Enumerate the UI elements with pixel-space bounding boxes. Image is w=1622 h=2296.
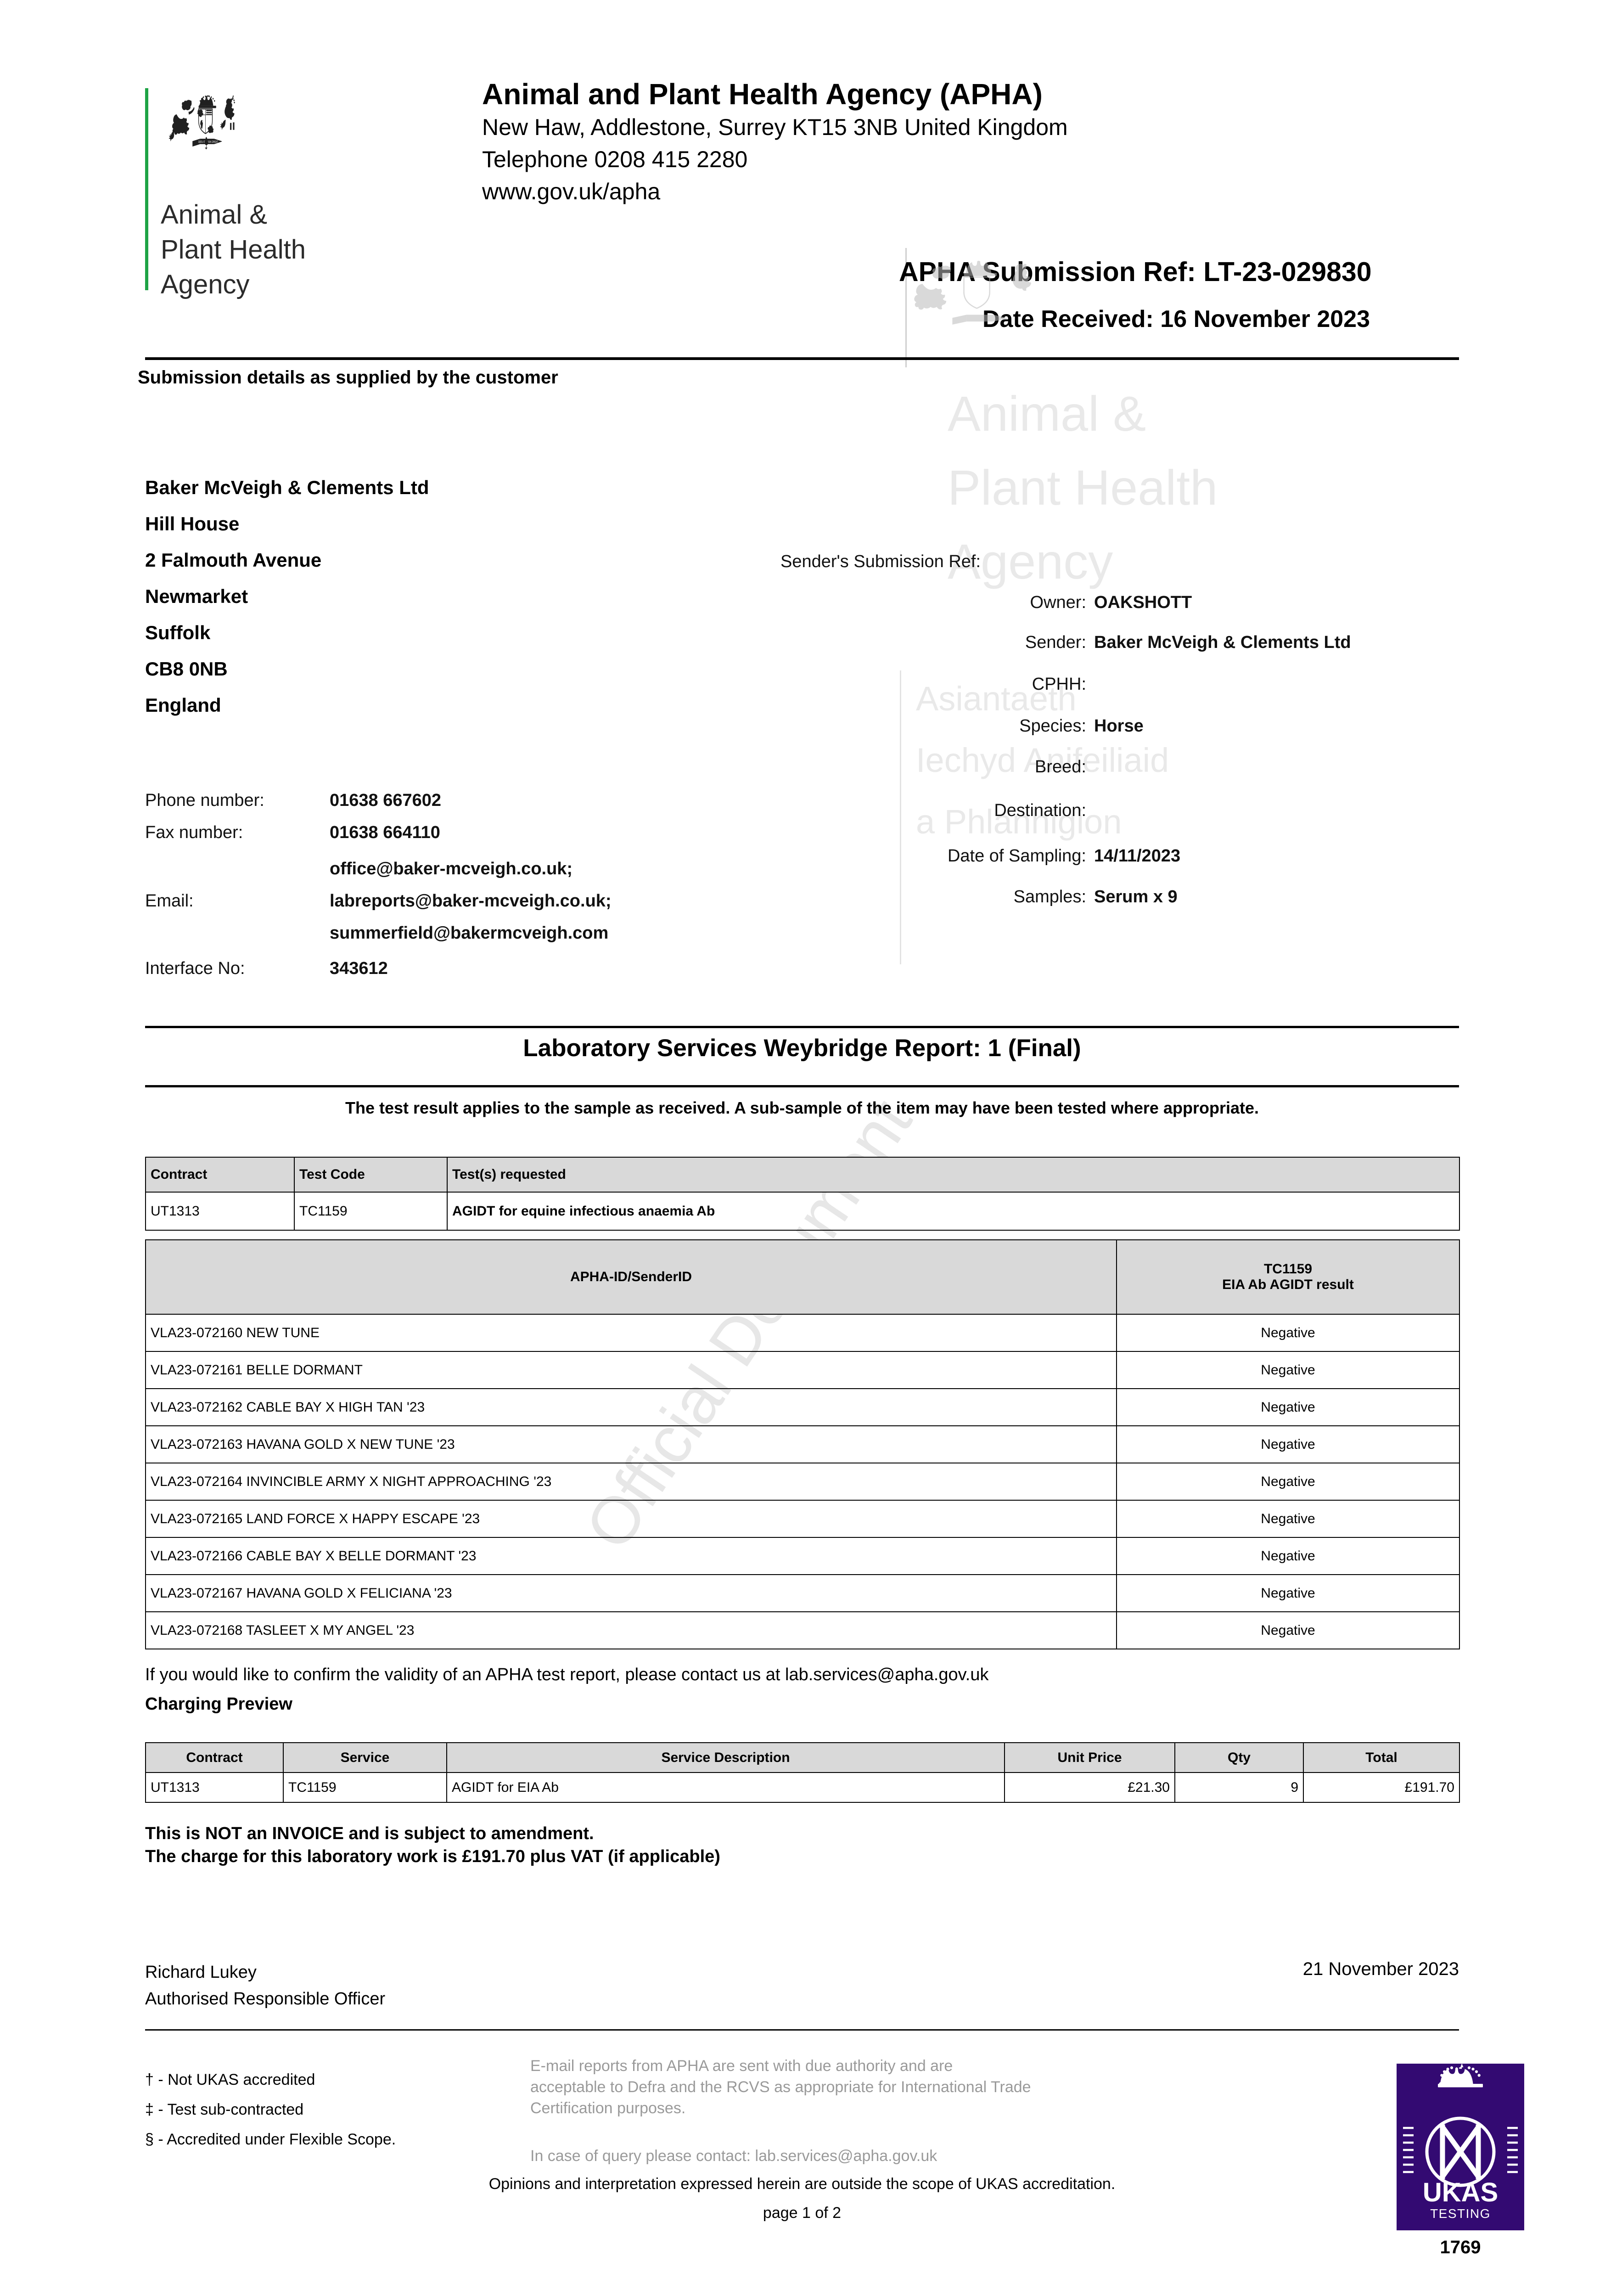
svg-text:DIEU ET MON DROIT: DIEU ET MON DROIT [198, 141, 218, 144]
svg-text:TESTING: TESTING [1430, 2206, 1491, 2221]
svg-text:UKAS: UKAS [1423, 2178, 1498, 2207]
